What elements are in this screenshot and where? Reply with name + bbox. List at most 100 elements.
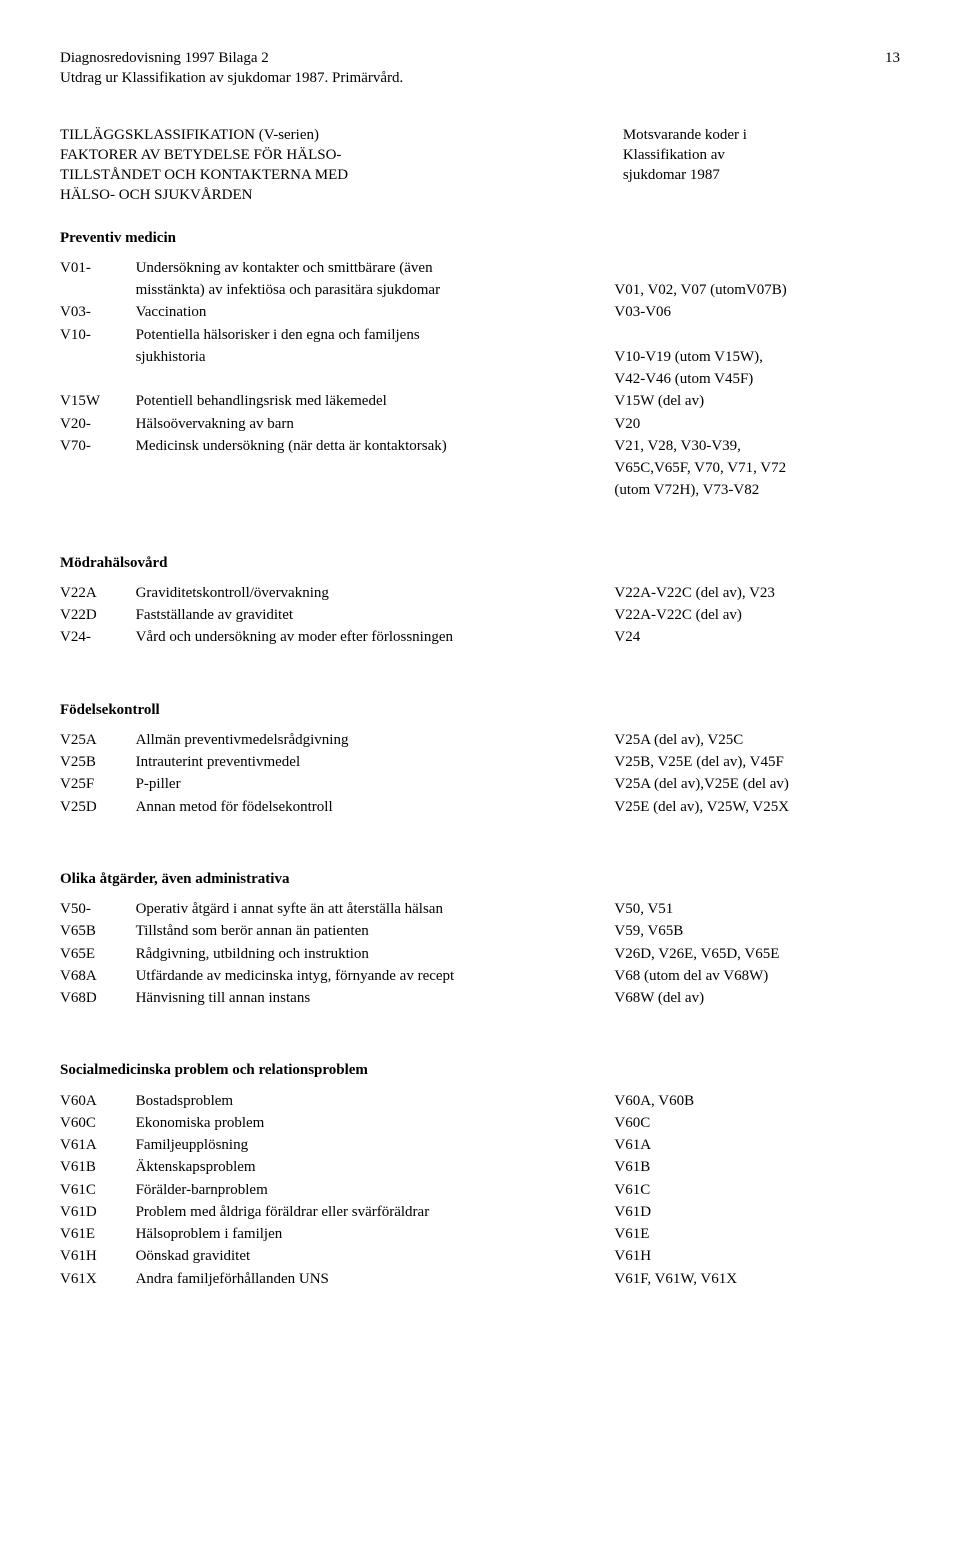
code-cell: V61A <box>60 1135 136 1157</box>
map-cell: V68W (del av) <box>614 988 900 1010</box>
code-cell: V68A <box>60 966 136 988</box>
table-row: V20-Hälsoövervakning av barnV20 <box>60 414 900 436</box>
map-cell: V61E <box>614 1224 900 1246</box>
codes-table: V01-Undersökning av kontakter och smittb… <box>60 258 900 503</box>
header-line-1: Diagnosredovisning 1997 Bilaga 2 <box>60 48 403 68</box>
map-cell <box>614 258 900 280</box>
desc-cell: P-piller <box>136 774 615 796</box>
code-cell: V50- <box>60 899 136 921</box>
desc-cell: Potentiell behandlingsrisk med läkemedel <box>136 391 615 413</box>
table-row: V61XAndra familjeförhållanden UNSV61F, V… <box>60 1269 900 1291</box>
code-cell: V61X <box>60 1269 136 1291</box>
section-heading: Mödrahälsovård <box>60 553 900 573</box>
desc-cell: Potentiella hälsorisker i den egna och f… <box>136 325 615 347</box>
table-row: V60CEkonomiska problemV60C <box>60 1113 900 1135</box>
desc-cell: Oönskad graviditet <box>136 1246 615 1268</box>
table-row: V42-V46 (utom V45F) <box>60 369 900 391</box>
table-row: V61AFamiljeupplösningV61A <box>60 1135 900 1157</box>
code-cell: V65E <box>60 944 136 966</box>
document-header: Diagnosredovisning 1997 Bilaga 2 Utdrag … <box>60 48 900 89</box>
table-row: V61DProblem med åldriga föräldrar eller … <box>60 1202 900 1224</box>
code-cell: V01- <box>60 258 136 280</box>
table-row: V68DHänvisning till annan instansV68W (d… <box>60 988 900 1010</box>
desc-cell: Undersökning av kontakter och smittbärar… <box>136 258 615 280</box>
table-row: V61HOönskad graviditetV61H <box>60 1246 900 1268</box>
code-cell: V60A <box>60 1091 136 1113</box>
table-row: V03-VaccinationV03-V06 <box>60 302 900 324</box>
code-cell <box>60 480 136 502</box>
code-cell: V22A <box>60 583 136 605</box>
desc-cell <box>136 369 615 391</box>
map-cell: V25E (del av), V25W, V25X <box>614 797 900 819</box>
code-cell: V70- <box>60 436 136 458</box>
code-cell: V20- <box>60 414 136 436</box>
tillagg-header: TILLÄGGSKLASSIFIKATION (V-serien) FAKTOR… <box>60 125 900 206</box>
section-heading: Socialmedicinska problem och relationspr… <box>60 1060 900 1080</box>
map-cell: V21, V28, V30-V39, <box>614 436 900 458</box>
tillagg-left-line3: TILLSTÅNDET OCH KONTAKTERNA MED <box>60 165 606 185</box>
desc-cell: Tillstånd som berör annan än patienten <box>136 921 615 943</box>
codes-table: V22AGraviditetskontroll/övervakningV22A-… <box>60 583 900 650</box>
map-cell: V24 <box>614 627 900 649</box>
map-cell: V03-V06 <box>614 302 900 324</box>
table-row: V10-Potentiella hälsorisker i den egna o… <box>60 325 900 347</box>
section-heading: Preventiv medicin <box>60 228 900 248</box>
desc-cell: Bostadsproblem <box>136 1091 615 1113</box>
code-cell <box>60 280 136 302</box>
table-row: V61EHälsoproblem i familjenV61E <box>60 1224 900 1246</box>
tillagg-right-line3: sjukdomar 1987 <box>623 165 900 185</box>
map-cell: V50, V51 <box>614 899 900 921</box>
table-row: V61CFörälder-barnproblemV61C <box>60 1180 900 1202</box>
map-cell <box>614 325 900 347</box>
table-row: V70-Medicinsk undersökning (när detta är… <box>60 436 900 458</box>
map-cell: V65C,V65F, V70, V71, V72 <box>614 458 900 480</box>
code-cell <box>60 458 136 480</box>
table-row: V15WPotentiell behandlingsrisk med läkem… <box>60 391 900 413</box>
desc-cell: sjukhistoria <box>136 347 615 369</box>
map-cell: V61H <box>614 1246 900 1268</box>
code-cell: V10- <box>60 325 136 347</box>
code-cell: V61B <box>60 1157 136 1179</box>
map-cell: V22A-V22C (del av) <box>614 605 900 627</box>
map-cell: (utom V72H), V73-V82 <box>614 480 900 502</box>
table-row: (utom V72H), V73-V82 <box>60 480 900 502</box>
page-number: 13 <box>885 48 900 68</box>
desc-cell: Utfärdande av medicinska intyg, förnyand… <box>136 966 615 988</box>
code-cell: V25A <box>60 730 136 752</box>
table-row: misstänkta) av infektiösa och parasitära… <box>60 280 900 302</box>
code-cell <box>60 347 136 369</box>
table-row: V25BIntrauterint preventivmedelV25B, V25… <box>60 752 900 774</box>
code-cell: V65B <box>60 921 136 943</box>
map-cell: V68 (utom del av V68W) <box>614 966 900 988</box>
map-cell: V60A, V60B <box>614 1091 900 1113</box>
code-cell: V61C <box>60 1180 136 1202</box>
table-row: V60ABostadsproblemV60A, V60B <box>60 1091 900 1113</box>
map-cell: V61D <box>614 1202 900 1224</box>
code-cell: V68D <box>60 988 136 1010</box>
table-row: V65BTillstånd som berör annan än patient… <box>60 921 900 943</box>
tillagg-right-line1: Motsvarande koder i <box>623 125 900 145</box>
table-row: V22AGraviditetskontroll/övervakningV22A-… <box>60 583 900 605</box>
map-cell: V20 <box>614 414 900 436</box>
header-line-2: Utdrag ur Klassifikation av sjukdomar 19… <box>60 68 403 88</box>
desc-cell <box>136 480 615 502</box>
desc-cell: Intrauterint preventivmedel <box>136 752 615 774</box>
code-cell: V03- <box>60 302 136 324</box>
table-row: V25FP-pillerV25A (del av),V25E (del av) <box>60 774 900 796</box>
codes-table: V25AAllmän preventivmedelsrådgivningV25A… <box>60 730 900 819</box>
table-row: V24-Vård och undersökning av moder efter… <box>60 627 900 649</box>
desc-cell: Familjeupplösning <box>136 1135 615 1157</box>
code-cell: V25B <box>60 752 136 774</box>
map-cell: V01, V02, V07 (utomV07B) <box>614 280 900 302</box>
desc-cell: Allmän preventivmedelsrådgivning <box>136 730 615 752</box>
code-cell: V24- <box>60 627 136 649</box>
codes-table: V50-Operativ åtgärd i annat syfte än att… <box>60 899 900 1010</box>
header-left: Diagnosredovisning 1997 Bilaga 2 Utdrag … <box>60 48 403 89</box>
desc-cell: Ekonomiska problem <box>136 1113 615 1135</box>
table-row: V61BÄktenskapsproblemV61B <box>60 1157 900 1179</box>
tillagg-left-line2: FAKTORER AV BETYDELSE FÖR HÄLSO- <box>60 145 606 165</box>
section-heading: Födelsekontroll <box>60 700 900 720</box>
desc-cell: Förälder-barnproblem <box>136 1180 615 1202</box>
map-cell: V42-V46 (utom V45F) <box>614 369 900 391</box>
tillagg-left-line4: HÄLSO- OCH SJUKVÅRDEN <box>60 185 606 205</box>
